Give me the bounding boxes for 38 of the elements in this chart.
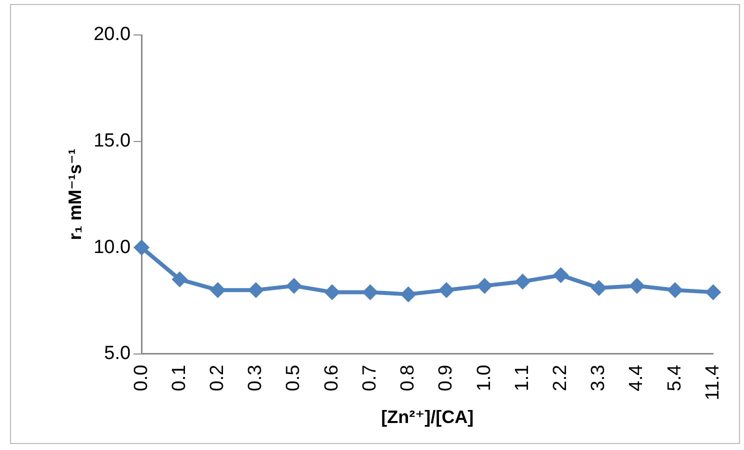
x-tick-label: 0.1 [168, 364, 190, 392]
x-tick-label: 0.3 [245, 364, 266, 392]
y-tick-label: 5.0 [104, 343, 131, 364]
x-tick-label: 0.5 [283, 364, 304, 392]
y-axis-title: r₁ mM⁻¹s⁻¹ [64, 148, 85, 240]
x-tick-label: 4.4 [626, 364, 648, 392]
x-tick-label: 0.9 [436, 364, 457, 392]
point [628, 278, 645, 294]
x-tick-label: 0.2 [207, 364, 228, 392]
x-tick-label: 2.2 [550, 364, 571, 392]
point [552, 267, 569, 284]
x-tick-label: 1.0 [474, 364, 495, 392]
x-tick-label: 0.8 [398, 364, 419, 392]
y-tick-label: 15.0 [94, 130, 131, 152]
point [590, 280, 607, 296]
x-tick-label: 3.3 [588, 364, 610, 392]
x-tick-label: 0.7 [359, 364, 380, 392]
x-tick-label: 11.4 [702, 364, 724, 400]
point [438, 282, 454, 298]
x-tick-label: 0.0 [130, 364, 152, 392]
y-tick-label: 20.0 [94, 24, 131, 46]
point [286, 278, 302, 294]
point [362, 284, 378, 300]
y-tick-label: 10.0 [94, 236, 131, 258]
point [134, 240, 150, 256]
point [324, 284, 340, 300]
point [210, 282, 226, 298]
point [248, 282, 264, 298]
point [705, 284, 722, 300]
x-tick-label: 1.1 [512, 364, 533, 392]
point [172, 271, 188, 288]
point [400, 286, 416, 302]
x-tick-label: 0.6 [321, 364, 342, 392]
point [514, 274, 531, 290]
point [667, 282, 684, 298]
x-axis-title: [Zn²⁺]/[CA] [381, 407, 474, 428]
x-tick-label: 5.4 [664, 364, 686, 392]
point [476, 278, 493, 294]
